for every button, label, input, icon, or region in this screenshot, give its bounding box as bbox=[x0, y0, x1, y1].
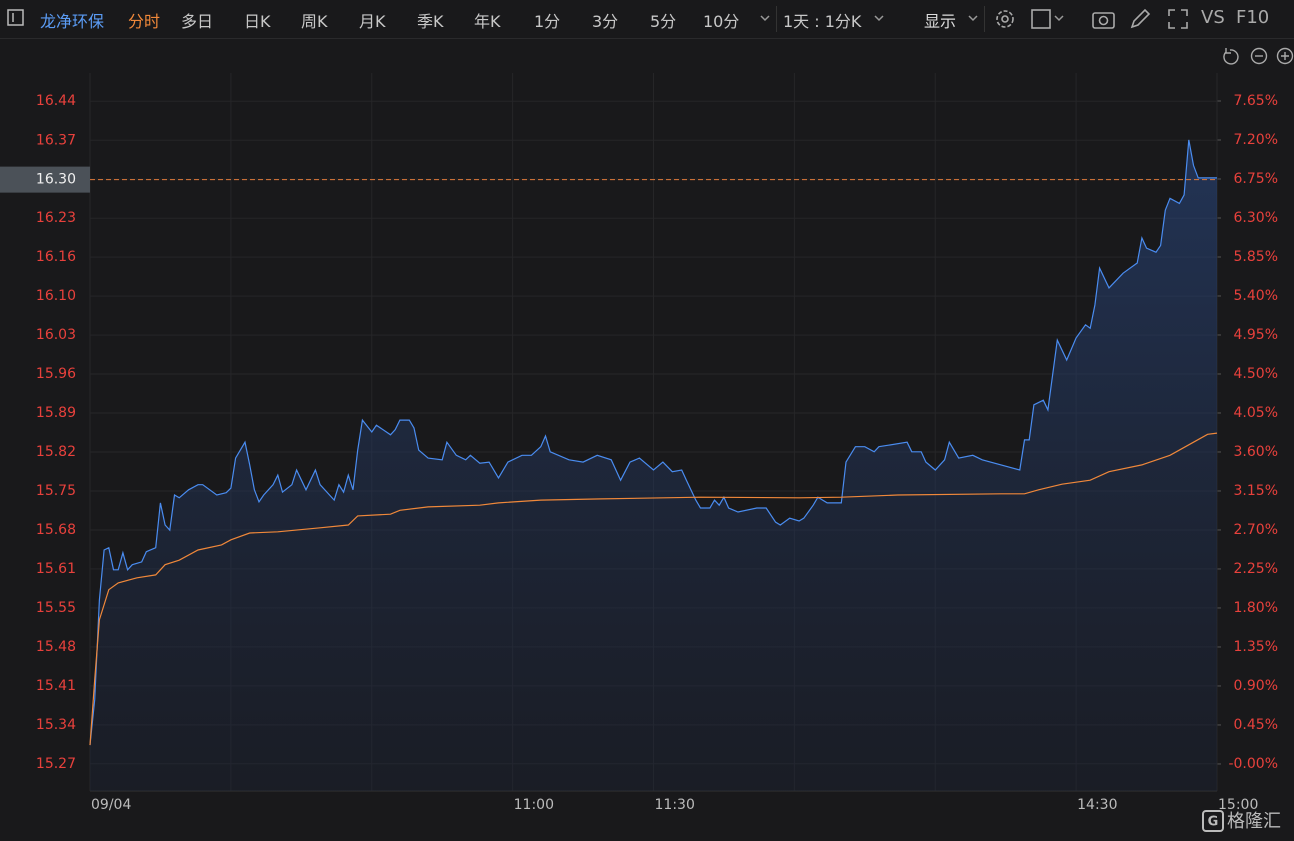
y2-tick-label: -0.00% bbox=[1228, 756, 1278, 772]
y2-tick-label: 1.35% bbox=[1234, 639, 1278, 655]
tab[interactable]: 日K bbox=[244, 12, 271, 31]
y-tick-label: 15.96 bbox=[36, 366, 76, 382]
y-tick-label: 16.37 bbox=[36, 132, 76, 148]
y2-tick-label: 1.80% bbox=[1234, 600, 1278, 616]
vs-button[interactable]: VS bbox=[1201, 7, 1225, 28]
y-tick-label: 16.10 bbox=[36, 288, 76, 304]
x-tick-label: 14:30 bbox=[1077, 797, 1117, 813]
tab[interactable]: 季K bbox=[417, 12, 444, 31]
tab[interactable]: 1分 bbox=[534, 12, 561, 31]
watermark-logo bbox=[1202, 810, 1224, 832]
y-tick-label: 16.16 bbox=[36, 249, 76, 265]
divider bbox=[776, 6, 777, 32]
y-tick-label: 15.34 bbox=[36, 717, 76, 733]
y2-tick-label: 0.90% bbox=[1234, 678, 1278, 694]
tab[interactable]: 年K bbox=[474, 12, 501, 31]
range-select[interactable]: 1天 : 1分K bbox=[783, 12, 862, 31]
price-line bbox=[89, 139, 1217, 746]
y-tick-label: 16.03 bbox=[36, 327, 76, 343]
x-tick-label: 11:30 bbox=[655, 797, 695, 813]
pencil-icon[interactable] bbox=[1128, 7, 1152, 31]
camera-icon[interactable] bbox=[1091, 7, 1117, 31]
f10-button[interactable]: F10 bbox=[1236, 7, 1270, 28]
watermark-text: 格隆汇 bbox=[1227, 811, 1281, 832]
y2-tick-label: 4.95% bbox=[1234, 327, 1278, 343]
y2-tick-label: 2.70% bbox=[1234, 522, 1278, 538]
y-tick-label: 15.27 bbox=[36, 756, 76, 772]
y-tick-label: 15.55 bbox=[36, 600, 76, 616]
y-tick-label: 16.44 bbox=[36, 93, 76, 109]
tab[interactable]: 多日 bbox=[181, 12, 214, 31]
chart: G 格隆汇 15.27 15.34 15.41 15.48 15.55 15.61 15.6… bbox=[0, 47, 1294, 832]
tab[interactable]: 3分 bbox=[592, 12, 619, 31]
y2-tick-label: 4.05% bbox=[1234, 405, 1278, 421]
y-tick-label: 16.23 bbox=[36, 210, 76, 226]
tab[interactable]: 10分 bbox=[703, 12, 740, 31]
y-tick-label: 15.41 bbox=[36, 678, 76, 694]
tab[interactable]: 5分 bbox=[650, 12, 677, 31]
zoom-in-icon[interactable] bbox=[1276, 47, 1294, 65]
tab[interactable]: 周K bbox=[301, 12, 328, 31]
reset-icon[interactable] bbox=[1223, 48, 1239, 65]
tab[interactable]: 月K bbox=[359, 12, 386, 31]
zoom-out-icon[interactable] bbox=[1250, 47, 1268, 65]
y2-tick-label: 7.65% bbox=[1234, 93, 1278, 109]
y2-tick-label: 3.60% bbox=[1234, 444, 1278, 460]
zoom-in-icon bbox=[1281, 52, 1289, 60]
chevron[interactable] bbox=[966, 12, 980, 26]
y2-tick-label: 6.30% bbox=[1234, 210, 1278, 226]
toolbar: 龙净环保 分时 多日 日K 周K 月K 季K 年K 1分 3分 5分 10分 1天 : 1分K 显示… bbox=[0, 0, 1294, 39]
average-line bbox=[89, 432, 1218, 746]
zoom-controls bbox=[1223, 47, 1294, 65]
y2-tick-label: 2.25% bbox=[1234, 561, 1278, 577]
current-price-box bbox=[0, 166, 90, 193]
tab[interactable]: 分时 bbox=[128, 12, 161, 31]
x-tick-label: 15:00 bbox=[1218, 797, 1258, 813]
display-menu[interactable]: 显示 bbox=[924, 12, 957, 31]
settings-icon[interactable] bbox=[993, 7, 1017, 31]
y2-tick-label: 4.50% bbox=[1234, 366, 1278, 382]
stock-name[interactable]: 龙净环保 bbox=[40, 12, 105, 31]
y-tick-label: 15.89 bbox=[36, 405, 76, 421]
y2-tick-label: 6.75% bbox=[1234, 171, 1278, 187]
y-tick-label: 15.82 bbox=[36, 444, 76, 460]
chevron[interactable] bbox=[872, 12, 886, 26]
current-price-label: 16.30 bbox=[36, 172, 76, 188]
menu-icon[interactable] bbox=[6, 8, 26, 28]
y-tick-label: 15.75 bbox=[36, 483, 76, 499]
y2-tick-label: 5.85% bbox=[1234, 249, 1278, 265]
watermark: G 格隆汇 bbox=[1202, 810, 1281, 832]
y2-tick-label: 5.40% bbox=[1234, 288, 1278, 304]
y2-tick-label: 7.20% bbox=[1234, 132, 1278, 148]
fullscreen-icon[interactable] bbox=[1166, 7, 1190, 31]
divider bbox=[984, 6, 985, 32]
chevron[interactable] bbox=[758, 12, 772, 26]
y2-tick-label: 3.15% bbox=[1234, 483, 1278, 499]
x-tick-label: 11:00 bbox=[514, 797, 554, 813]
y-tick-label: 15.68 bbox=[36, 522, 76, 538]
y2-tick-label: 0.45% bbox=[1234, 717, 1278, 733]
watermark-logo: G bbox=[1208, 815, 1219, 830]
box-icon[interactable] bbox=[1030, 7, 1070, 31]
x-tick-label: 09/04 bbox=[91, 797, 131, 813]
y-tick-label: 15.48 bbox=[36, 639, 76, 655]
y-tick-label: 15.61 bbox=[36, 561, 76, 577]
price-area bbox=[90, 139, 1217, 791]
